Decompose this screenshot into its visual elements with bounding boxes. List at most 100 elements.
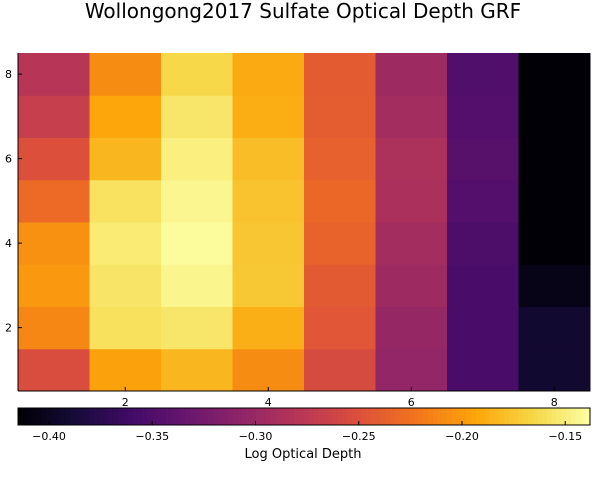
colorbar-segment [18, 408, 24, 425]
colorbar-segment [427, 408, 434, 425]
colorbar-segment [284, 408, 291, 425]
colorbar-segment [203, 408, 210, 425]
heatmap-cell [161, 222, 233, 265]
heatmap-cell [304, 179, 376, 223]
colorbar-segment [418, 408, 424, 425]
colorbar-segment [65, 408, 72, 425]
colorbar-segment [79, 408, 86, 425]
heatmap-cell [518, 306, 591, 350]
colorbar-segment [256, 408, 262, 425]
colorbar-segment [342, 408, 348, 425]
heatmap-cell [304, 264, 376, 307]
heatmap-cell [375, 264, 448, 307]
colorbar-segment [489, 408, 496, 425]
heatmap-cell [161, 179, 233, 223]
colorbar-segment [337, 408, 343, 425]
colorbar-segment [432, 408, 439, 425]
heatmap-cell [447, 222, 519, 265]
heatmap-cell [232, 179, 305, 223]
colorbar-segment [399, 408, 405, 425]
heatmap-cell [518, 53, 591, 96]
colorbar-ticks: −0.40 −0.35 −0.30 −0.25 −0.20 −0.15 [32, 421, 582, 443]
colorbar-segment [213, 408, 219, 425]
colorbar-segment [99, 408, 105, 425]
heatmap-cell [18, 137, 90, 181]
colorbar-segment [561, 408, 567, 425]
colorbar-segment [261, 408, 267, 425]
heatmap-cell [375, 348, 448, 392]
colorbar-segment [323, 408, 329, 425]
colorbar-segment [227, 408, 234, 425]
colorbar-segment [499, 408, 505, 425]
colorbar-segment [84, 408, 91, 425]
colorbar-segment [199, 408, 205, 425]
colorbar-segment [313, 408, 319, 425]
heatmap-cell [447, 306, 519, 350]
colorbar-segment [122, 408, 129, 425]
colorbar-segment [208, 408, 215, 425]
colorbar-segment [447, 408, 453, 425]
colorbar-segment [570, 408, 577, 425]
colorbar-segment [180, 408, 186, 425]
heatmap-cells [18, 53, 591, 392]
colorbar-segment [513, 408, 520, 425]
colorbar-segment [408, 408, 415, 425]
colorbar-segment [151, 408, 157, 425]
colorbar-segment [542, 408, 548, 425]
colorbar-segment [46, 408, 52, 425]
heatmap-cell [18, 53, 90, 96]
colorbar-segment [246, 408, 253, 425]
colorbar-segment [75, 408, 81, 425]
heatmap-cell [447, 179, 519, 223]
colorbar-segment [156, 408, 162, 425]
colorbar-segment [547, 408, 553, 425]
heatmap-cell [89, 137, 162, 181]
colorbar-segment [137, 408, 143, 425]
colorbar-segment [566, 408, 572, 425]
colorbar-segment [299, 408, 305, 425]
heatmap-cell [18, 95, 90, 138]
colorbar-segment [332, 408, 338, 425]
colorbar-segment [27, 408, 33, 425]
heatmap-cell [89, 53, 162, 96]
heatmap-cell [447, 264, 519, 307]
colorbar-segment [585, 408, 591, 425]
heatmap-cell [304, 95, 376, 138]
colorbar-segment [304, 408, 310, 425]
heatmap-cell [518, 95, 591, 138]
y-tick-label: 4 [5, 237, 12, 250]
heatmap-cell [89, 95, 162, 138]
colorbar-segment [423, 408, 429, 425]
colorbar-frame [17, 407, 591, 426]
colorbar-segment [51, 408, 57, 425]
colorbar-segment [108, 408, 114, 425]
heatmap-cell [304, 137, 376, 181]
colorbar-segment [528, 408, 534, 425]
plot-axes [17, 53, 590, 392]
colorbar-tick-label: −0.25 [342, 430, 376, 443]
colorbar-segment [437, 408, 443, 425]
colorbar-segment [222, 408, 229, 425]
colorbar-segment [141, 408, 148, 425]
colorbar-segment [451, 408, 458, 425]
colorbar-segment [504, 408, 510, 425]
heatmap-cell [375, 53, 448, 96]
y-axis-ticks: 2 4 6 8 [5, 68, 22, 335]
heatmap-cell [89, 264, 162, 307]
colorbar-segment [389, 408, 396, 425]
heatmap-cell [375, 179, 448, 223]
colorbar-segment [394, 408, 400, 425]
colorbar-segment [265, 408, 272, 425]
y-tick-label: 2 [5, 322, 12, 335]
heatmap-cell [375, 137, 448, 181]
heatmap-cell [518, 264, 591, 307]
colorbar [17, 407, 591, 426]
heatmap-cell [89, 222, 162, 265]
colorbar-segment [194, 408, 200, 425]
colorbar-segment [275, 408, 281, 425]
heatmap-cell [161, 348, 233, 392]
heatmap-cell [161, 95, 233, 138]
colorbar-segment [375, 408, 381, 425]
colorbar-segment [551, 408, 558, 425]
